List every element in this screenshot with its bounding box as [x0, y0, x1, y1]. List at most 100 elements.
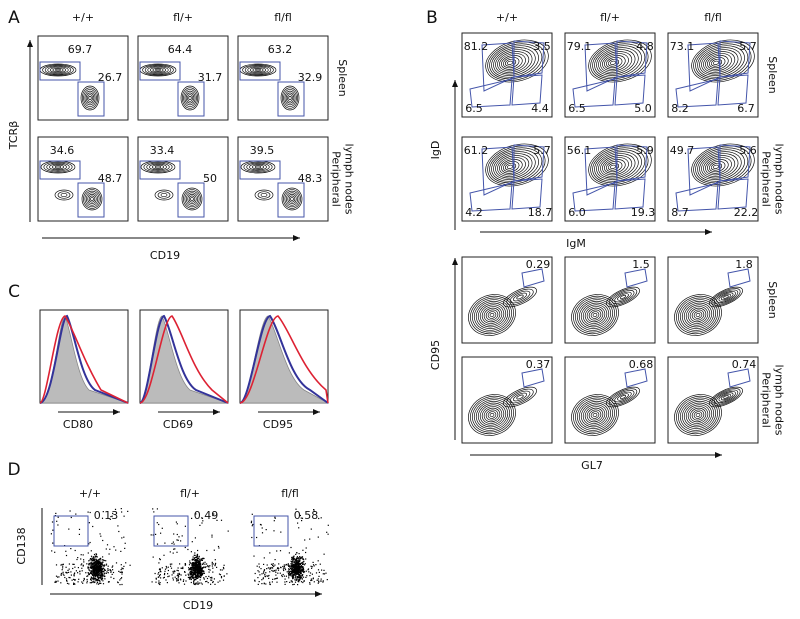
- event-dot: [292, 563, 294, 566]
- event-dot: [273, 520, 275, 522]
- contour: [619, 294, 627, 300]
- contour: [691, 143, 755, 187]
- event-dot: [184, 571, 186, 573]
- gate: [513, 40, 545, 78]
- event-dot: [263, 569, 265, 571]
- event-dot: [307, 569, 309, 571]
- contour: [592, 412, 598, 418]
- event-dot: [299, 560, 301, 562]
- event-dot: [153, 511, 155, 513]
- event-dot: [294, 563, 296, 565]
- event-dot: [197, 563, 199, 565]
- gate: [616, 144, 648, 182]
- event-dot: [90, 558, 92, 561]
- contour: [85, 92, 95, 104]
- event-dot: [208, 568, 210, 570]
- event-dot: [197, 557, 199, 559]
- event-dot: [297, 559, 299, 561]
- event-dot: [269, 581, 271, 583]
- event-dot: [102, 583, 105, 585]
- event-dot: [58, 576, 60, 578]
- event-dot: [302, 576, 305, 578]
- event-dot: [198, 570, 200, 572]
- event-dot: [200, 570, 203, 572]
- event-dot: [220, 576, 223, 578]
- contour: [693, 311, 703, 319]
- event-dot: [107, 572, 109, 574]
- contour: [143, 161, 173, 173]
- event-dot: [182, 566, 184, 568]
- contour: [46, 162, 70, 172]
- event-dot: [74, 572, 76, 574]
- contour: [617, 293, 629, 301]
- event-dot: [150, 534, 152, 536]
- event-dot: [96, 568, 98, 570]
- event-dot: [211, 579, 213, 581]
- event-dot: [94, 555, 96, 557]
- contour: [242, 64, 274, 76]
- event-dot: [299, 576, 301, 579]
- event-dot: [182, 580, 184, 582]
- event-dot: [197, 576, 200, 578]
- event-dot: [69, 510, 71, 512]
- gate-value: 1.8: [735, 258, 753, 271]
- contour: [506, 60, 513, 65]
- event-dot: [90, 550, 92, 552]
- event-dot: [158, 523, 160, 526]
- event-dot: [288, 571, 290, 573]
- event-dot: [207, 565, 209, 567]
- event-dot: [164, 542, 166, 544]
- event-dot: [295, 558, 297, 560]
- event-dot: [83, 580, 85, 582]
- event-dot: [298, 560, 300, 563]
- event-dot: [257, 583, 259, 585]
- event-dot: [204, 563, 206, 565]
- event-dot: [300, 576, 302, 578]
- event-dot: [99, 563, 101, 565]
- event-dot: [296, 576, 299, 578]
- event-dot: [118, 530, 120, 533]
- event-dot: [178, 582, 180, 584]
- contour: [513, 392, 527, 402]
- contour: [695, 147, 749, 184]
- event-dot: [318, 581, 320, 583]
- event-dot: [192, 577, 194, 579]
- event-dot: [196, 571, 198, 573]
- event-dot: [299, 574, 301, 576]
- event-dot: [89, 572, 91, 574]
- event-dot: [323, 569, 325, 571]
- event-dot: [86, 575, 88, 577]
- event-dot: [197, 565, 199, 567]
- event-dot: [190, 581, 192, 584]
- event-dot: [204, 561, 206, 563]
- event-dot: [212, 514, 214, 517]
- event-dot: [197, 575, 199, 577]
- event-dot: [294, 568, 296, 570]
- event-dot: [94, 560, 96, 562]
- event-dot: [195, 569, 197, 571]
- gate: [253, 515, 289, 547]
- event-dot: [92, 573, 94, 575]
- event-dot: [97, 570, 99, 572]
- contour: [693, 411, 703, 419]
- event-dot: [87, 552, 89, 554]
- contour: [149, 67, 167, 73]
- contour: [489, 43, 543, 80]
- event-dot: [292, 564, 294, 567]
- event-dot: [177, 580, 179, 582]
- event-dot: [272, 563, 274, 565]
- contour: [676, 395, 720, 435]
- event-dot: [305, 576, 307, 578]
- event-dot: [78, 578, 80, 580]
- event-dot: [280, 567, 282, 569]
- event-dot: [298, 568, 300, 570]
- event-dot: [167, 573, 169, 575]
- contour: [190, 197, 194, 201]
- event-dot: [190, 574, 192, 576]
- event-dot: [176, 569, 178, 571]
- contour: [249, 67, 267, 73]
- event-dot: [115, 549, 117, 551]
- event-dot: [292, 558, 294, 561]
- event-dot: [291, 571, 294, 573]
- event-dot: [258, 563, 260, 565]
